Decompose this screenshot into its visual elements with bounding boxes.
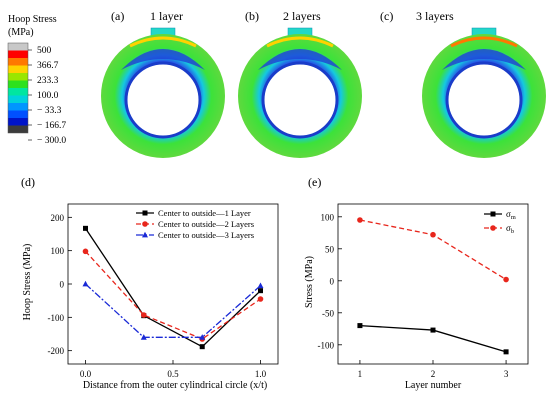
data-point <box>430 231 436 238</box>
colorbar-swatch <box>8 88 28 96</box>
colorbar-swatches <box>7 42 32 141</box>
legend: σm σb <box>484 209 516 235</box>
colorbar-swatch <box>8 80 28 88</box>
panel-tag-d: (d) <box>21 175 35 189</box>
legend-label: σb <box>506 223 514 235</box>
data-point <box>257 282 264 289</box>
colorbar-label: 233.3 <box>37 76 59 86</box>
data-point <box>258 288 263 294</box>
series-line <box>85 250 261 340</box>
data-point <box>357 217 363 223</box>
legend-label: Center to outside—3 Layers <box>158 230 254 240</box>
colorbar-frame <box>7 42 29 134</box>
colorbar-label: − 166.7 <box>37 121 66 131</box>
colorbar-swatch <box>8 95 28 103</box>
data-point <box>490 211 496 217</box>
chart-d-xlabel: Distance from the outer cylindrical circ… <box>83 380 267 391</box>
data-point <box>430 327 436 333</box>
colorbar-labels: 500 366.7 233.3 100.0 − 33.3 − 166.7 − 3… <box>37 46 66 146</box>
plot-frame <box>337 203 529 365</box>
legend-label: σm <box>506 209 516 221</box>
y-tick-label: 0 <box>330 276 335 286</box>
x-tick-label: 1.0 <box>255 369 267 379</box>
chart-d: 200 100 0 -100 -200 0.0 0.5 1.0 Center to outsid… <box>48 203 279 379</box>
y-tick-label: -200 <box>48 346 65 356</box>
ring-contour-b <box>238 27 362 158</box>
data-point <box>199 334 206 340</box>
ring-contour-c <box>422 27 546 158</box>
colorbar-swatch <box>8 118 28 126</box>
legend-label-sub: m <box>511 214 516 221</box>
series-line <box>359 219 507 281</box>
data-point <box>140 312 147 318</box>
legend-label-sub: b <box>511 228 514 235</box>
y-tick-label: -100 <box>318 340 335 350</box>
colorbar-swatch <box>8 110 28 118</box>
x-tick-label: 0.5 <box>167 369 179 379</box>
series-line <box>84 227 261 348</box>
colorbar-swatch <box>8 125 28 133</box>
y-tick-label: 200 <box>51 213 65 223</box>
y-tick-label: -100 <box>48 313 65 323</box>
data-point <box>503 276 509 283</box>
colorbar-swatch <box>8 103 28 111</box>
colorbar-swatch <box>8 50 28 58</box>
data-point <box>142 210 148 216</box>
data-point <box>199 344 205 350</box>
y-tick-label: -50 <box>322 308 334 318</box>
panel-label-a: 1 layer <box>150 9 183 23</box>
colorbar-label: − 300.0 <box>37 136 66 146</box>
y-tick-label: 50 <box>325 244 335 254</box>
legend-label: Center to outside—1 Layer <box>158 208 251 218</box>
data-point <box>83 225 88 231</box>
colorbar-title-line1: Hoop Stress <box>8 14 57 25</box>
colorbar-swatch <box>8 65 28 73</box>
colorbar-label: − 33.3 <box>37 106 62 116</box>
data-point <box>82 248 89 255</box>
colorbar-label: 100.0 <box>37 91 59 101</box>
colorbar: Hoop Stress (MPa) 500 366.7 233.3 100.0 … <box>7 14 66 146</box>
y-tick-label: 0 <box>60 280 65 290</box>
data-point <box>82 280 89 287</box>
colorbar-swatch <box>8 58 28 66</box>
y-tick-label: 100 <box>51 246 65 256</box>
colorbar-swatch <box>8 43 28 51</box>
x-tick-label: 2 <box>431 369 436 379</box>
data-point <box>490 225 496 231</box>
colorbar-label: 500 <box>37 46 52 56</box>
chart-d-ylabel: Hoop Stress (MPa) <box>22 244 33 321</box>
data-point <box>142 231 148 238</box>
x-tick-label: 3 <box>504 369 509 379</box>
series-line <box>85 283 261 338</box>
x-tick-label: 1 <box>358 369 363 379</box>
panel-tag-b: (b) <box>245 9 259 23</box>
panel-tag-a: (a) <box>111 9 124 23</box>
chart-e: 100 50 0 -50 -100 1 2 3 σm σb <box>318 203 529 379</box>
colorbar-label: 366.7 <box>37 61 59 71</box>
legend-label: Center to outside—2 Layers <box>158 219 254 229</box>
data-point <box>142 221 148 227</box>
data-point <box>257 296 264 302</box>
x-tick-label: 0.0 <box>80 369 92 379</box>
ring-contour-a <box>101 27 225 158</box>
panel-tag-c: (c) <box>380 9 393 23</box>
panel-label-c: 3 layers <box>416 9 454 23</box>
data-point <box>503 349 509 355</box>
colorbar-swatch <box>8 73 28 81</box>
panel-label-b: 2 layers <box>283 9 321 23</box>
data-point <box>357 323 363 329</box>
data-point <box>140 334 147 340</box>
colorbar-title-line2: (MPa) <box>8 27 34 38</box>
panel-tag-e: (e) <box>308 175 321 189</box>
chart-e-xlabel: Layer number <box>405 380 462 391</box>
y-tick-label: 100 <box>321 212 335 222</box>
chart-e-ylabel: Stress (MPa) <box>304 256 315 308</box>
